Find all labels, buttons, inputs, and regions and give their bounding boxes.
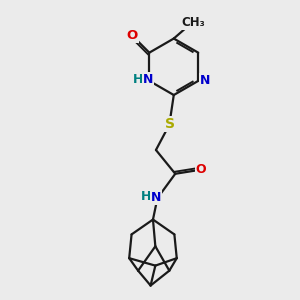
Text: O: O <box>196 163 206 176</box>
Text: S: S <box>165 117 175 131</box>
Text: H: H <box>141 190 151 203</box>
Text: H: H <box>133 73 143 86</box>
Text: N: N <box>143 73 153 86</box>
Text: N: N <box>200 74 210 87</box>
Text: CH₃: CH₃ <box>182 16 206 29</box>
Text: N: N <box>151 191 161 204</box>
Text: O: O <box>127 29 138 42</box>
